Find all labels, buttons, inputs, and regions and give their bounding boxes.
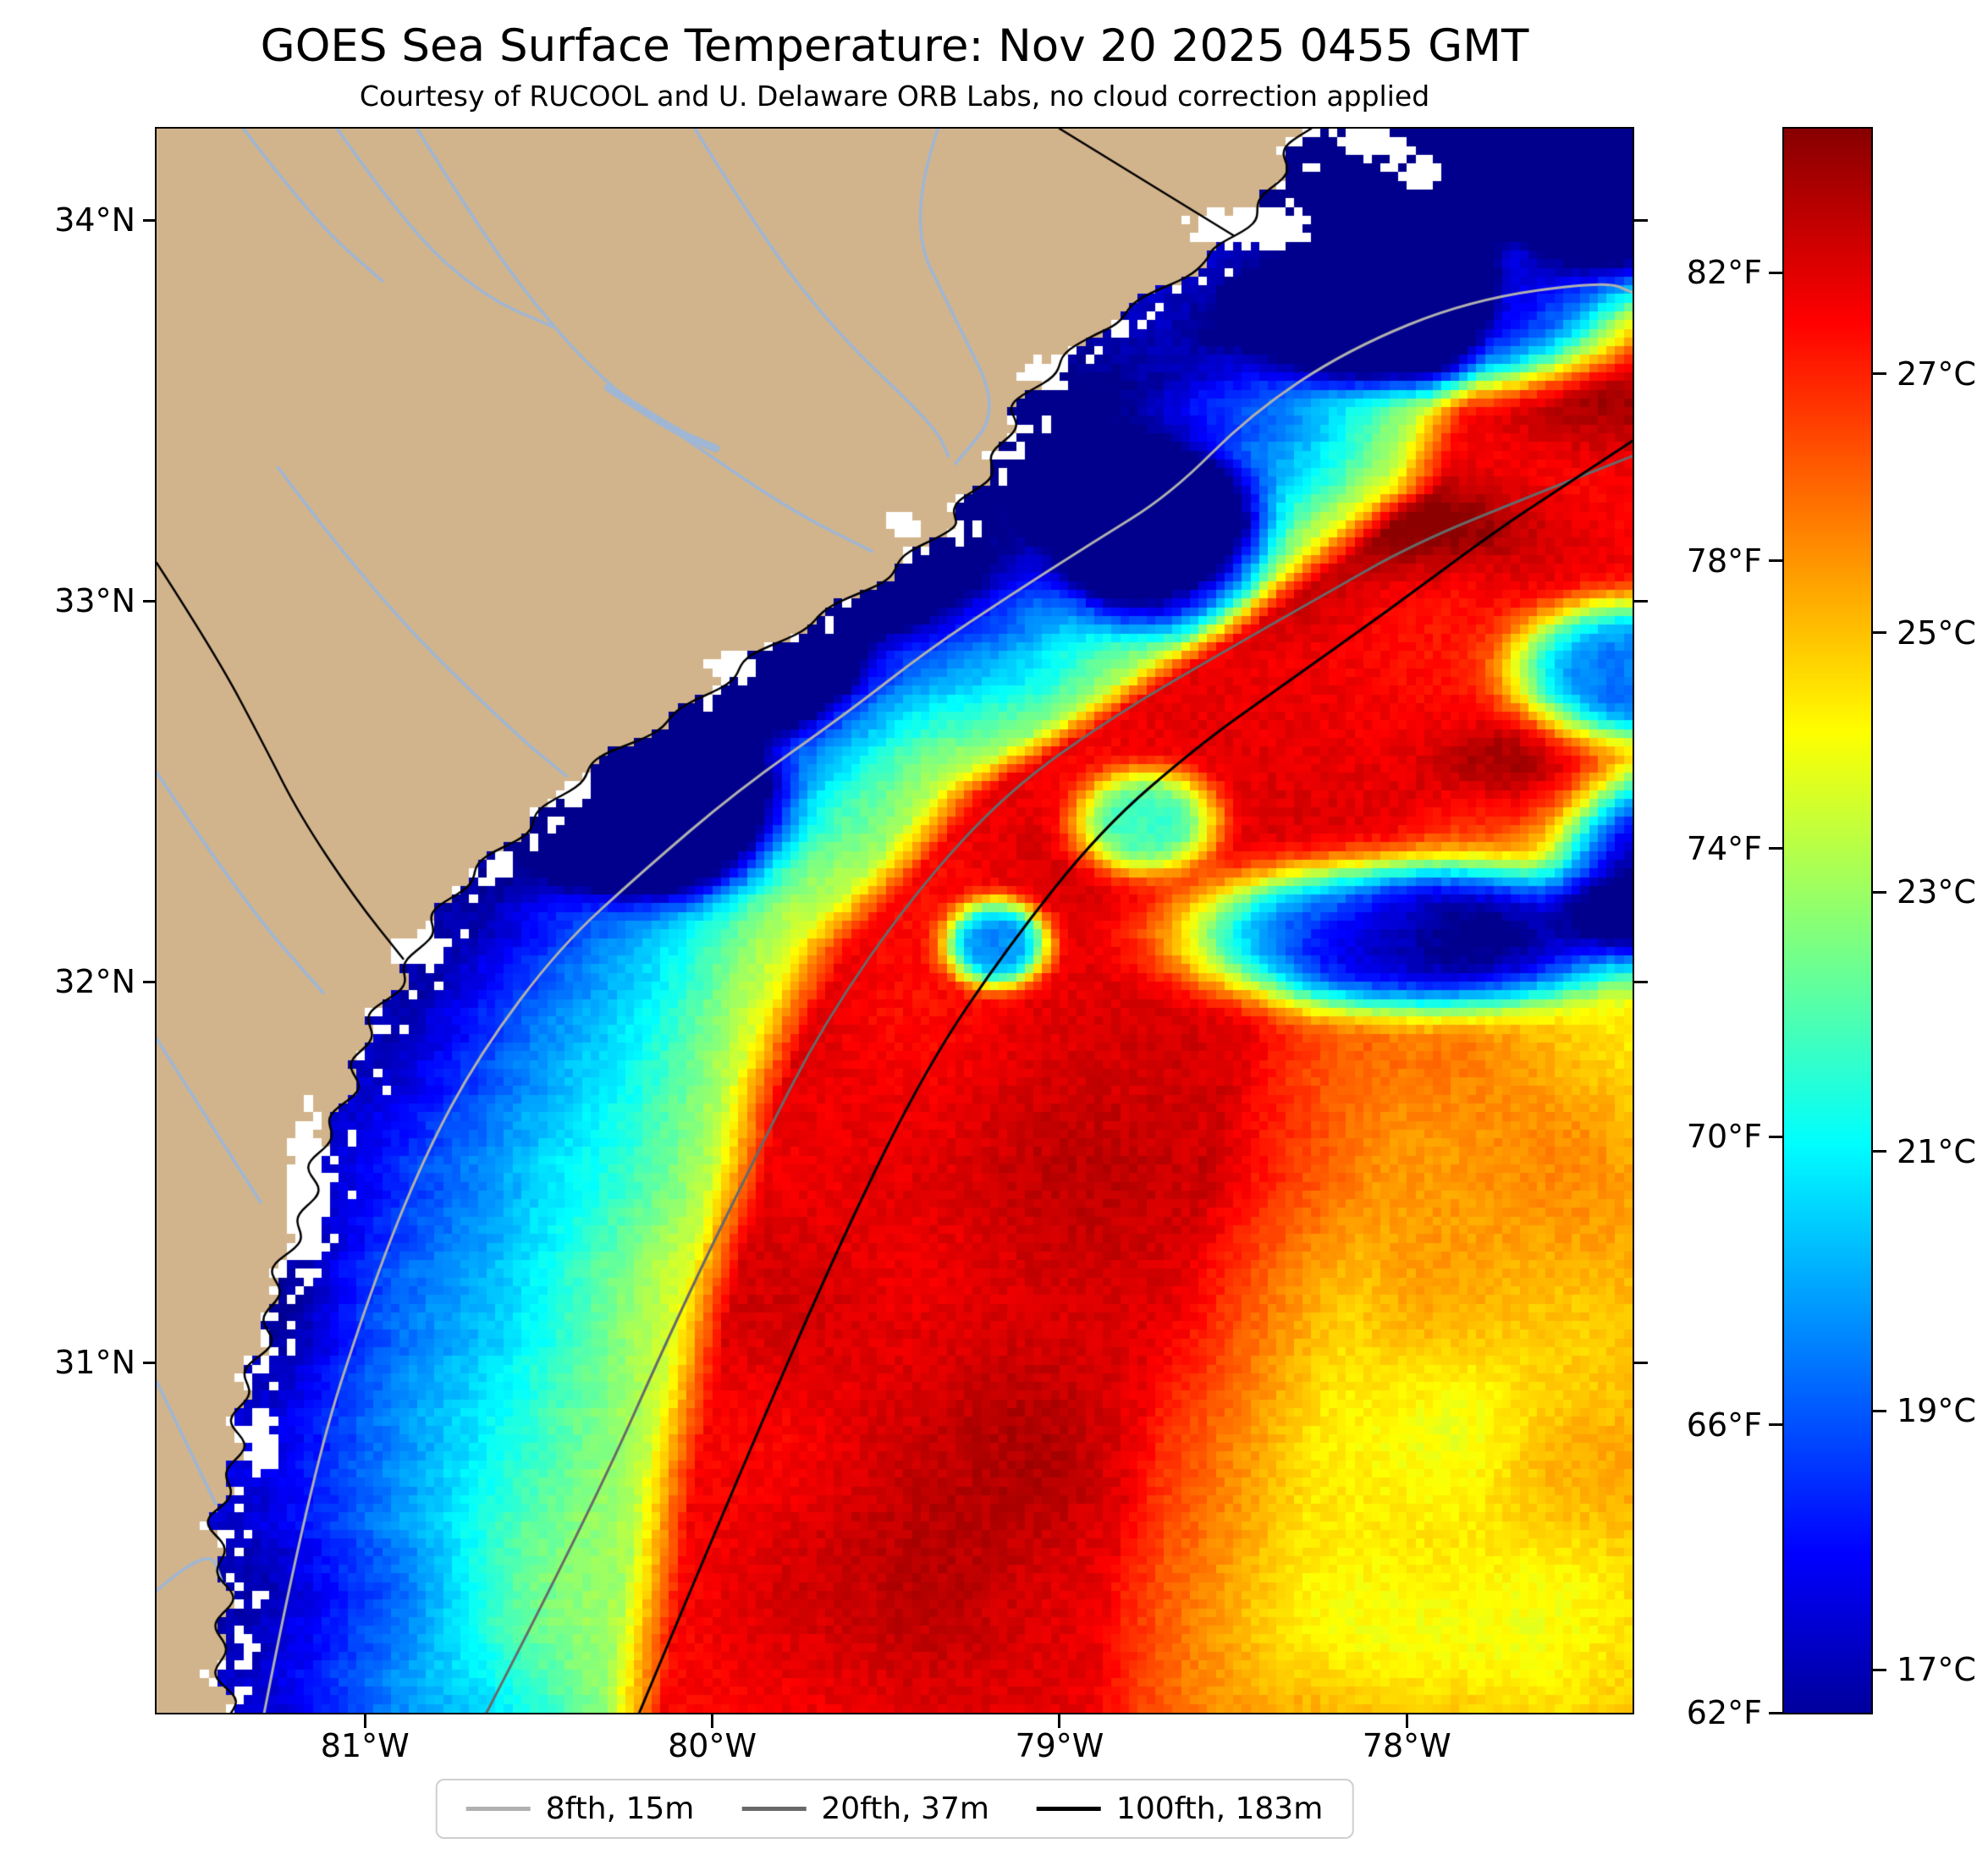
y-axis-tickmark-right — [1634, 218, 1648, 222]
colorbar-frame — [1782, 127, 1873, 1714]
colorbar-f-tick-label: 74°F — [1686, 829, 1762, 867]
colorbar-c-tick-label: 17°C — [1897, 1651, 1976, 1689]
colorbar-f-tickmark — [1769, 847, 1782, 850]
colorbar-f-tick-label: 82°F — [1686, 254, 1762, 292]
colorbar-f-tickmark — [1769, 1711, 1782, 1714]
colorbar-c-tickmark — [1873, 631, 1886, 635]
colorbar-f-tick-label: 66°F — [1686, 1406, 1762, 1444]
y-axis-tickmark-right — [1634, 599, 1648, 603]
colorbar-f-tick-label: 78°F — [1686, 542, 1762, 580]
colorbar-c-tick-label: 19°C — [1897, 1392, 1976, 1430]
contour-20fth-line-swatch — [741, 1807, 807, 1811]
y-axis-tickmark-right — [1634, 1361, 1648, 1364]
x-axis-tickmark — [363, 1714, 366, 1728]
legend-label-8fth: 8fth, 15m — [545, 1791, 695, 1826]
legend-item-20fth: 20fth, 37m — [741, 1791, 989, 1826]
y-axis-tickmark — [143, 599, 157, 603]
colorbar-c-tickmark — [1873, 1409, 1886, 1412]
y-tick-label: 31°N — [54, 1344, 135, 1381]
chart-subtitle: Courtesy of RUCOOL and U. Delaware ORB L… — [359, 80, 1430, 113]
y-axis-tickmark — [143, 980, 157, 983]
y-tick-label: 32°N — [54, 963, 135, 1000]
chart-title: GOES Sea Surface Temperature: Nov 20 202… — [260, 20, 1529, 72]
legend-label-100fth: 100fth, 183m — [1115, 1791, 1324, 1826]
colorbar-c-tickmark — [1873, 1668, 1886, 1671]
y-tick-label: 33°N — [54, 582, 135, 619]
x-tick-label: 79°W — [1015, 1727, 1104, 1764]
x-axis-tickmark — [711, 1714, 714, 1728]
sst-map-canvas — [157, 129, 1633, 1713]
legend-item-8fth: 8fth, 15m — [465, 1791, 695, 1826]
x-axis-tickmark — [1405, 1714, 1408, 1728]
x-tick-label: 81°W — [320, 1727, 410, 1764]
contour-8fth-line-swatch — [465, 1807, 531, 1811]
colorbar-c-tickmark — [1873, 1150, 1886, 1153]
y-axis-tickmark — [143, 218, 157, 222]
contour-100fth-line-swatch — [1036, 1807, 1101, 1811]
colorbar-c-tick-label: 23°C — [1897, 873, 1976, 911]
colorbar-f-tick-label: 70°F — [1686, 1118, 1762, 1156]
y-axis-tickmark-right — [1634, 980, 1648, 983]
colorbar-c-tick-label: 25°C — [1897, 614, 1976, 652]
colorbar-f-tickmark — [1769, 271, 1782, 274]
legend-label-20fth: 20fth, 37m — [821, 1791, 989, 1826]
x-tick-label: 78°W — [1362, 1727, 1451, 1764]
y-tick-label: 34°N — [54, 201, 135, 239]
sst-map-frame — [155, 127, 1634, 1714]
colorbar-c-tickmark — [1873, 890, 1886, 894]
colorbar-c-tickmark — [1873, 372, 1886, 376]
colorbar-f-tickmark — [1769, 1135, 1782, 1138]
colorbar-c-tick-label: 21°C — [1897, 1132, 1976, 1170]
colorbar-f-tickmark — [1769, 1423, 1782, 1427]
colorbar-f-tick-label: 62°F — [1686, 1694, 1762, 1731]
x-axis-tickmark — [1058, 1714, 1061, 1728]
colorbar-canvas — [1784, 129, 1871, 1713]
colorbar-c-tick-label: 27°C — [1897, 355, 1976, 393]
x-tick-label: 80°W — [668, 1727, 757, 1764]
depth-contour-legend: 8fth, 15m 20fth, 37m 100fth, 183m — [435, 1779, 1354, 1839]
legend-item-100fth: 100fth, 183m — [1036, 1791, 1324, 1826]
y-axis-tickmark — [143, 1361, 157, 1364]
colorbar-f-tickmark — [1769, 559, 1782, 563]
